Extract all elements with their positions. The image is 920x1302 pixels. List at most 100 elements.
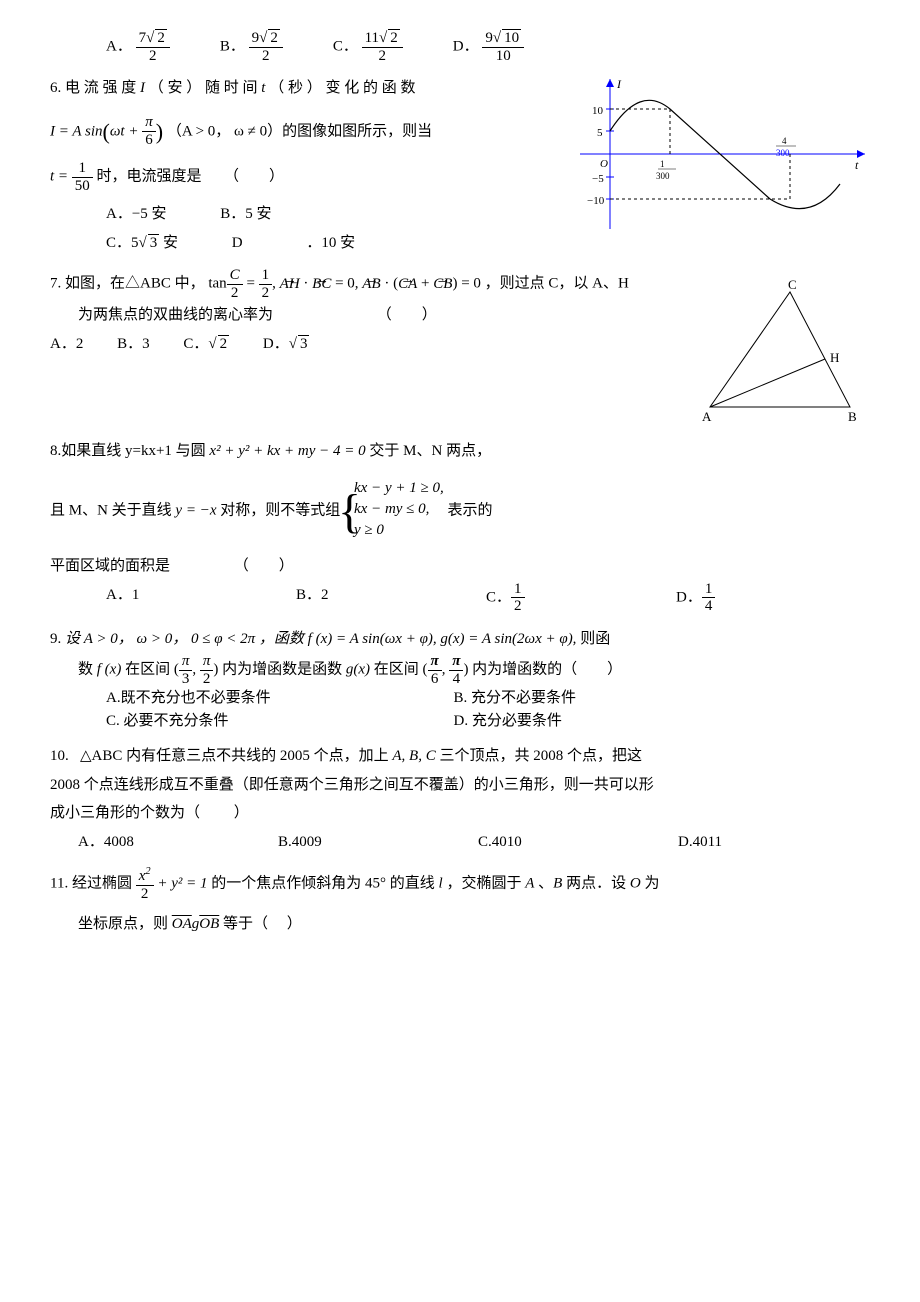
q6-opt-d-pre: D <box>232 235 243 251</box>
stem-text: 等于（ ） <box>219 916 302 932</box>
svg-text:300: 300 <box>656 171 670 181</box>
fx2: f (x) <box>97 662 122 678</box>
frac-num: C <box>227 267 243 285</box>
frac-den: 50 <box>72 178 93 195</box>
stem-text: （ 安 ） 随 时 间 <box>149 80 262 96</box>
stem-text: 为两焦点的双曲线的离心率为 <box>78 307 273 323</box>
q7-opt-b: B．3 <box>117 330 150 359</box>
q9-opt-d: D. 充分必要条件 <box>454 710 798 733</box>
q6-figure: I t O 10 5 −5 −10 1 300 4 300 <box>570 74 870 234</box>
frac-den: 6 <box>142 132 156 149</box>
abc-vars: A, B, C <box>392 748 435 764</box>
eq-lhs: I = A sin <box>50 123 103 139</box>
q-number: 7. <box>50 276 61 292</box>
question-6: I t O 10 5 −5 −10 1 300 4 300 6. 电 流 强 度… <box>50 74 870 257</box>
num-text: 92 <box>252 30 280 46</box>
blank-paren: （ ） <box>377 307 437 323</box>
vec-ob: OB <box>199 916 219 932</box>
frac-num: x2 <box>136 866 154 886</box>
question-5-options: A． 722 B． 922 C． 1122 D． 91010 <box>50 30 870 64</box>
q8-opt-a: A．1 <box>106 581 246 615</box>
frac-num: π <box>142 114 156 132</box>
svg-text:B: B <box>848 409 857 424</box>
t-eq: t = <box>50 169 72 185</box>
stem-text: 表示的 <box>447 502 492 518</box>
svg-text:I: I <box>616 77 622 91</box>
stem-text: 则函 <box>576 631 610 647</box>
q6-opt-a: A．−5 安 <box>106 200 167 229</box>
stem-text: 电 流 强 度 <box>65 80 140 96</box>
q-number: 11. <box>50 876 68 892</box>
stem-text: 三个顶点，共 2008 个点，把这 <box>436 748 642 764</box>
svg-text:H: H <box>830 350 839 365</box>
den-text: 2 <box>136 48 170 65</box>
stem-text: 为 <box>641 876 660 892</box>
stem-text: 如图，在△ABC 中， <box>65 276 205 292</box>
q7-opt-d: D．3 <box>263 330 310 359</box>
comma: , <box>192 662 200 678</box>
comma: , <box>442 662 450 678</box>
stem-text: （ 秒 ） 变 化 的 函 数 <box>269 80 415 96</box>
q10-opt-b: B.4009 <box>278 828 428 857</box>
frac-den: 2 <box>200 671 214 688</box>
stem-text: ，则过点 C，以 A、H <box>485 276 629 292</box>
plus-op: + <box>417 276 433 292</box>
triangle-diagram: A B C H <box>690 277 870 427</box>
q9-opt-c: C. 必要不充分条件 <box>106 710 450 733</box>
stem-text: 设 A > 0， ω > 0， 0 ≤ φ < 2π ，函数 <box>65 631 308 647</box>
dot-op: · <box>300 276 313 292</box>
eq-inner: ωt + <box>110 123 142 139</box>
svg-text:1: 1 <box>660 159 665 169</box>
frac-den: 2 <box>227 285 243 302</box>
q-number: 9. <box>50 631 61 647</box>
q6-opt-b: B．5 安 <box>220 200 271 229</box>
stem-text: 在区间 ( <box>121 662 179 678</box>
q10-opt-d: D.4011 <box>678 828 722 857</box>
var-i: I <box>140 80 145 96</box>
num-text: 72 <box>139 30 167 46</box>
q9-opt-a: A.既不充分也不必要条件 <box>106 687 450 710</box>
var-b: B <box>553 876 562 892</box>
gx: g(x) <box>346 662 370 678</box>
sine-chart: I t O 10 5 −5 −10 1 300 4 300 <box>570 74 870 234</box>
frac-den: 2 <box>259 285 273 302</box>
question-8: 8.如果直线 y=kx+1 与圆 x² + y² + kx + my − 4 =… <box>50 437 870 615</box>
var-t: t <box>261 80 265 96</box>
stem-text: 如果直线 y=kx+1 与圆 <box>61 443 209 459</box>
blank-paren: （ ） <box>234 558 294 574</box>
stem-text: 交于 M、N 两点， <box>366 443 491 459</box>
q5-opt-c: C． 1122 <box>333 30 403 64</box>
svg-text:300: 300 <box>776 148 790 158</box>
den-text: 10 <box>482 48 524 65</box>
frac-num: π <box>428 653 442 671</box>
stem-text: ，交椭圆于 <box>443 876 526 892</box>
den-text: 2 <box>249 48 283 65</box>
frac-num: π <box>179 653 193 671</box>
frac-num: 1 <box>72 160 93 178</box>
tail-text: 时，电流强度是 （ ） <box>97 169 285 185</box>
q7-opt-a: A．2 <box>50 330 83 359</box>
svg-text:−10: −10 <box>587 195 605 207</box>
q8-opt-c: C．12 <box>486 581 626 615</box>
stem-text: 2008 个点连线形成互不重叠（即任意两个三角形之间互不覆盖）的小三角形，则一共… <box>50 771 870 800</box>
q5-opt-a: A． 72 2 <box>106 30 170 64</box>
stem-text: 坐标原点，则 <box>78 916 172 932</box>
stem-text: 成小三角形的个数为（ ） <box>50 799 870 828</box>
stem-text: 对称，则不等式组 <box>216 502 340 518</box>
frac-den: 4 <box>449 671 463 688</box>
q7-figure: A B C H <box>690 277 870 427</box>
q-number: 10. <box>50 748 69 764</box>
var-a: A <box>525 876 534 892</box>
condition-text: （A > 0， ω ≠ 0）的图像如图所示，则当 <box>167 123 432 139</box>
var-o: O <box>630 876 641 892</box>
frac-den: 3 <box>179 671 193 688</box>
q7-opt-c: C．2 <box>183 330 229 359</box>
tan-text: tan <box>208 276 226 292</box>
svg-text:4: 4 <box>782 136 787 146</box>
svg-text:C: C <box>788 277 797 292</box>
sys-line-3: y ≥ 0 <box>354 520 444 541</box>
opt-label: A． <box>106 38 132 54</box>
question-7: A B C H 7. 如图，在△ABC 中， tanC2 = 12, →AH ·… <box>50 267 870 427</box>
frac-num: 1 <box>259 267 273 285</box>
stem-text: 两点．设 <box>562 876 630 892</box>
